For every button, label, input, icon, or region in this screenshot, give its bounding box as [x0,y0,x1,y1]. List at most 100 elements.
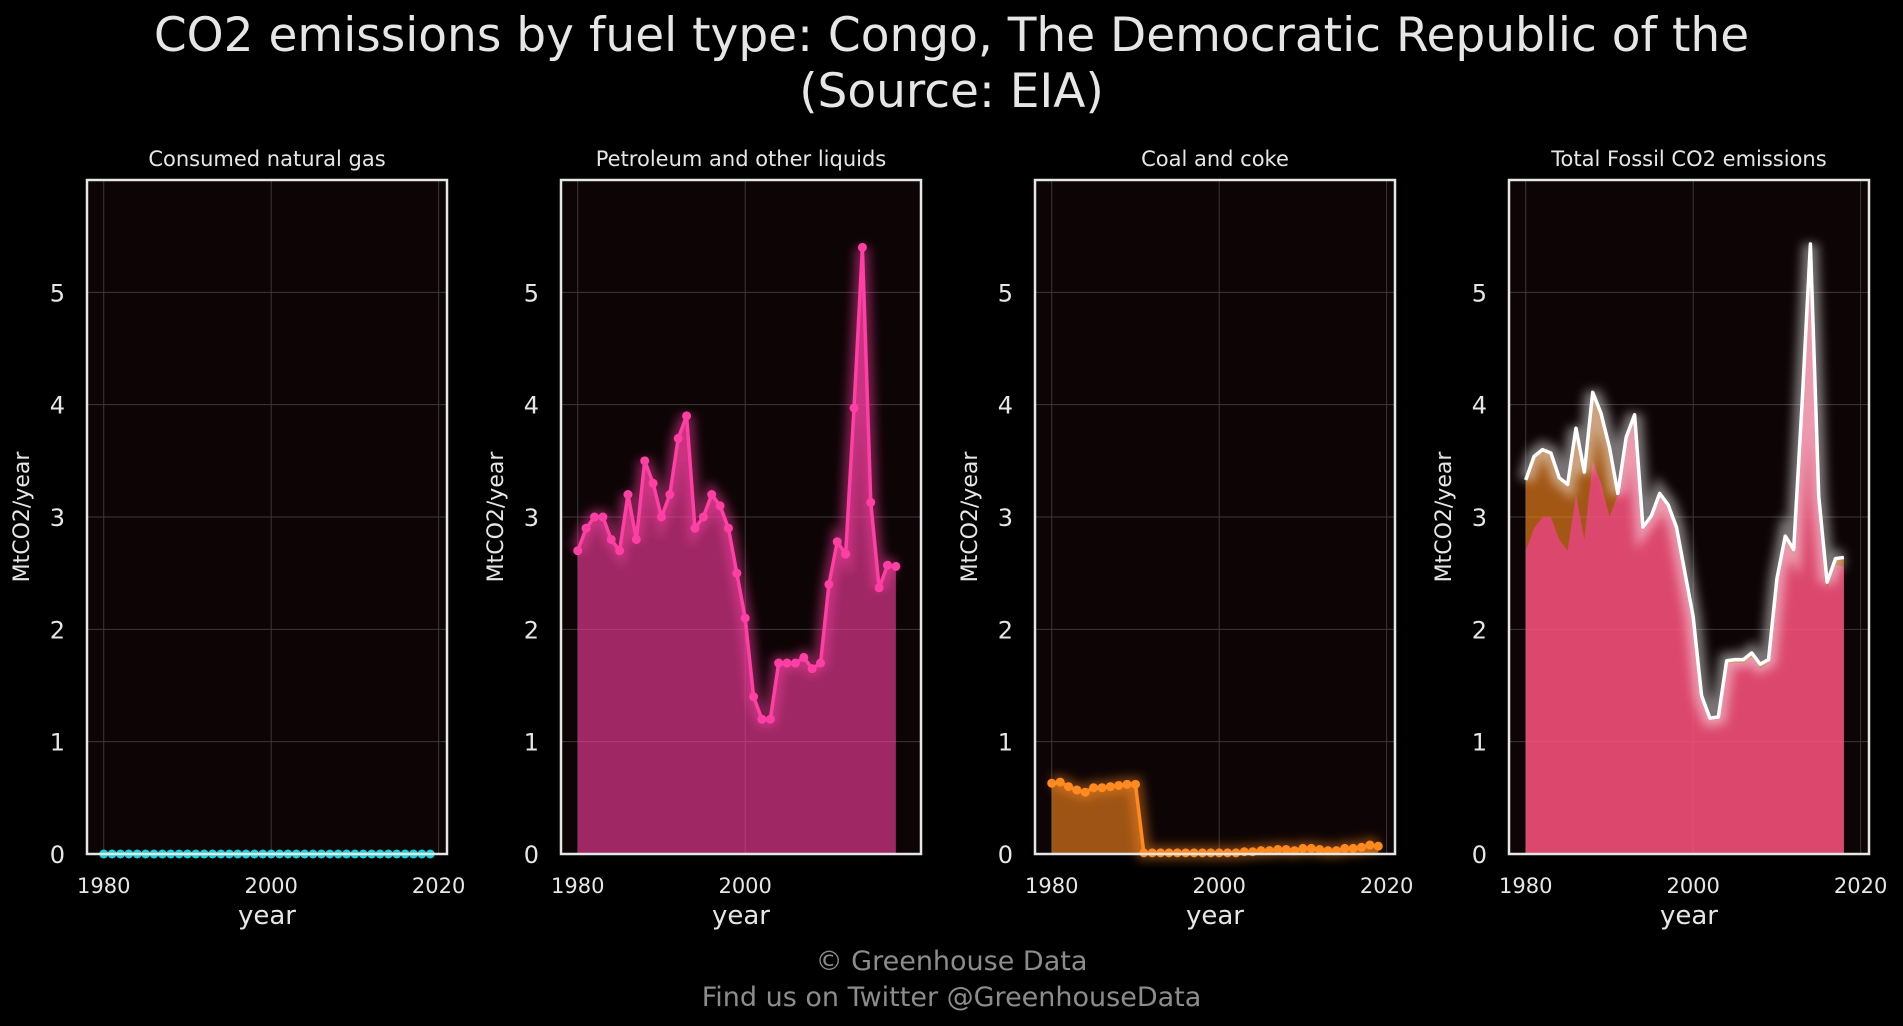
panel-frame [85,178,449,856]
x-tick-label: 1980 [1499,874,1552,898]
panel-frame [1507,178,1871,856]
y-tick-label: 0 [524,841,539,869]
data-point [774,658,784,668]
data-point [1365,840,1375,850]
data-point [1298,843,1308,853]
data-point [1306,843,1316,853]
data-point [673,433,683,443]
data-point [1315,845,1325,855]
data-point [606,534,616,544]
data-point [1373,841,1383,851]
y-tick-label: 2 [1472,616,1487,644]
y-tick-label: 2 [524,616,539,644]
data-point [598,512,608,522]
y-axis-label: MtCO2/year [10,451,35,583]
data-point [749,692,759,702]
x-axis-label: year [1660,901,1718,931]
y-tick-label: 3 [50,504,65,532]
data-point [1072,785,1082,795]
panel-1: Consumed natural gas 1980 2000 2020 0 1 2 3 4 5 ye… [10,147,465,931]
x-tick-label: 2000 [244,874,297,898]
footer-credit: © Greenhouse Data [815,946,1088,977]
data-point [707,490,717,500]
data-point [665,490,675,500]
y-tick-label: 0 [998,841,1013,869]
y-tick-label: 2 [50,616,65,644]
panel-title: Petroleum and other liquids [596,147,887,171]
data-point [589,512,599,522]
y-tick-label: 4 [1472,392,1487,420]
y-tick-label: 1 [1472,729,1487,757]
x-tick-label: 2000 [1192,874,1245,898]
data-point [573,546,583,556]
data-point [732,568,742,578]
data-point [1047,778,1057,788]
y-axis-label: MtCO2/year [1432,451,1457,583]
chart-title-line1: CO2 emissions by fuel type: Congo, The D… [153,8,1750,63]
y-tick-label: 1 [998,729,1013,757]
data-point [782,658,792,668]
y-tick-label: 0 [1472,841,1487,869]
x-axis-label: year [238,901,296,931]
panel-2: Petroleum and other liquids 1980 2000 0 1 2 3 4… [484,147,923,931]
footer-twitter: Find us on Twitter @GreenhouseData [701,982,1202,1013]
data-point [841,549,851,559]
data-point [723,523,733,533]
data-point [690,523,700,533]
y-axis-label: MtCO2/year [958,451,983,583]
y-tick-label: 3 [524,504,539,532]
data-point [656,512,666,522]
data-point [1130,779,1140,789]
y-tick-label: 4 [524,392,539,420]
y-tick-label: 4 [998,392,1013,420]
y-tick-label: 1 [50,729,65,757]
panel-title: Total Fossil CO2 emissions [1550,147,1826,171]
x-tick-label: 1980 [1025,874,1078,898]
panel-title: Coal and coke [1141,147,1289,171]
x-tick-label: 2020 [1360,874,1413,898]
data-point [1097,783,1107,793]
data-point [816,658,826,668]
y-tick-label: 5 [1472,279,1487,307]
data-point [1105,782,1115,792]
data-point [799,652,809,662]
data-point [857,242,867,252]
chart-title-line2: (Source: EIA) [799,64,1104,119]
data-point [631,534,641,544]
data-point [832,537,842,547]
data-point [623,490,633,500]
data-point [1080,787,1090,797]
y-axis-label: MtCO2/year [484,451,509,583]
data-point [1055,777,1065,787]
data-point [640,456,650,466]
data-point [1122,779,1132,789]
x-axis-label: year [1186,901,1244,931]
data-point [1089,783,1099,793]
data-point [1273,845,1283,855]
x-tick-label: 1980 [77,874,130,898]
data-point [1340,843,1350,853]
data-point [1114,780,1124,790]
y-tick-label: 5 [524,279,539,307]
data-point [883,560,893,570]
series-area [577,247,896,854]
total-line [1524,242,1845,720]
data-point [790,658,800,668]
data-point [1348,843,1358,853]
data-point [682,411,692,421]
data-point [765,714,775,724]
panel-3: Coal and coke 1980 2000 2020 0 1 2 3 4 5 year MtCO2… [958,147,1413,931]
x-tick-label: 2000 [1666,874,1719,898]
x-tick-label: 1980 [551,874,604,898]
data-point [1063,782,1073,792]
x-tick-label: 2000 [718,874,771,898]
data-point [807,664,817,674]
data-point [1281,845,1291,855]
data-point [715,501,725,511]
data-point [1357,842,1367,852]
x-axis-label: year [712,901,770,931]
data-point [757,714,767,724]
data-point [824,579,834,589]
data-point [891,561,901,571]
